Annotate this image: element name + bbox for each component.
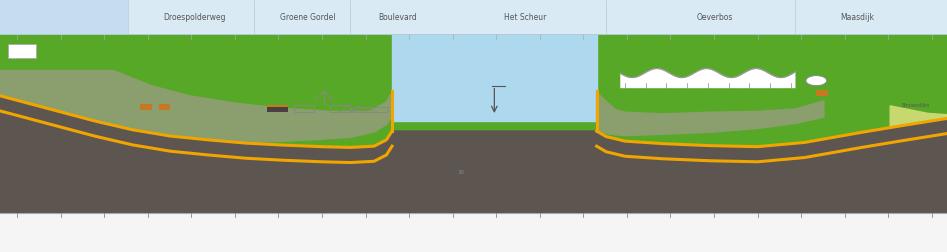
Text: Oeverbos: Oeverbos	[697, 13, 733, 21]
Text: 200 m.: 200 m.	[232, 218, 237, 239]
Text: -100 m.: -100 m.	[101, 218, 106, 241]
Polygon shape	[0, 110, 947, 213]
Text: Droespolderweg: Droespolderweg	[163, 13, 225, 21]
Polygon shape	[0, 71, 392, 142]
Bar	[128, 0, 947, 34]
Bar	[330, 105, 350, 112]
Text: 1200 m.: 1200 m.	[668, 218, 672, 243]
Text: 1800 m.: 1800 m.	[929, 218, 934, 243]
Text: Maasdijk: Maasdijk	[840, 13, 874, 21]
Polygon shape	[0, 96, 947, 161]
Text: 300 m.: 300 m.	[276, 218, 280, 239]
Polygon shape	[392, 34, 597, 121]
Bar	[0, 213, 947, 252]
Bar	[8, 44, 36, 58]
Bar	[0, 0, 128, 34]
Text: 0 m.: 0 m.	[145, 218, 150, 232]
Text: 400 m.: 400 m.	[319, 218, 324, 239]
Bar	[140, 104, 152, 110]
Text: -200 m.: -200 m.	[58, 218, 63, 241]
Ellipse shape	[806, 76, 827, 86]
Text: 500 m.: 500 m.	[363, 218, 367, 239]
Text: Groene Gordel: Groene Gordel	[280, 13, 335, 21]
Text: Het Scheur: Het Scheur	[505, 13, 546, 21]
Text: 1600 m.: 1600 m.	[842, 218, 847, 243]
Bar	[294, 105, 314, 112]
Polygon shape	[0, 33, 947, 213]
Text: 900 m.: 900 m.	[537, 218, 542, 239]
Text: 1100 m.: 1100 m.	[624, 218, 629, 243]
Text: 1500 m.: 1500 m.	[798, 218, 803, 243]
Text: 1400 m.: 1400 m.	[755, 218, 759, 243]
Bar	[267, 105, 288, 112]
Polygon shape	[890, 106, 947, 213]
Text: 30.: 30.	[457, 170, 467, 175]
Bar	[371, 107, 388, 112]
Text: 800 m.: 800 m.	[493, 218, 498, 239]
Text: 1700 m.: 1700 m.	[885, 218, 890, 243]
Text: 1000 m.: 1000 m.	[581, 218, 585, 243]
Bar	[816, 90, 828, 96]
Text: -300 m.: -300 m.	[14, 218, 19, 241]
Text: 700 m.: 700 m.	[450, 218, 455, 239]
Text: 100 m.: 100 m.	[188, 218, 193, 239]
Text: Boulevard: Boulevard	[379, 13, 417, 21]
Text: 600 m.: 600 m.	[406, 218, 411, 239]
Text: Binnendijks: Binnendijks	[902, 103, 930, 108]
Bar	[267, 105, 288, 107]
Text: 1300 m.: 1300 m.	[711, 218, 716, 243]
Bar	[355, 107, 374, 112]
Polygon shape	[620, 69, 795, 88]
Polygon shape	[597, 92, 824, 136]
Bar	[0, 34, 947, 213]
Bar	[159, 104, 170, 110]
